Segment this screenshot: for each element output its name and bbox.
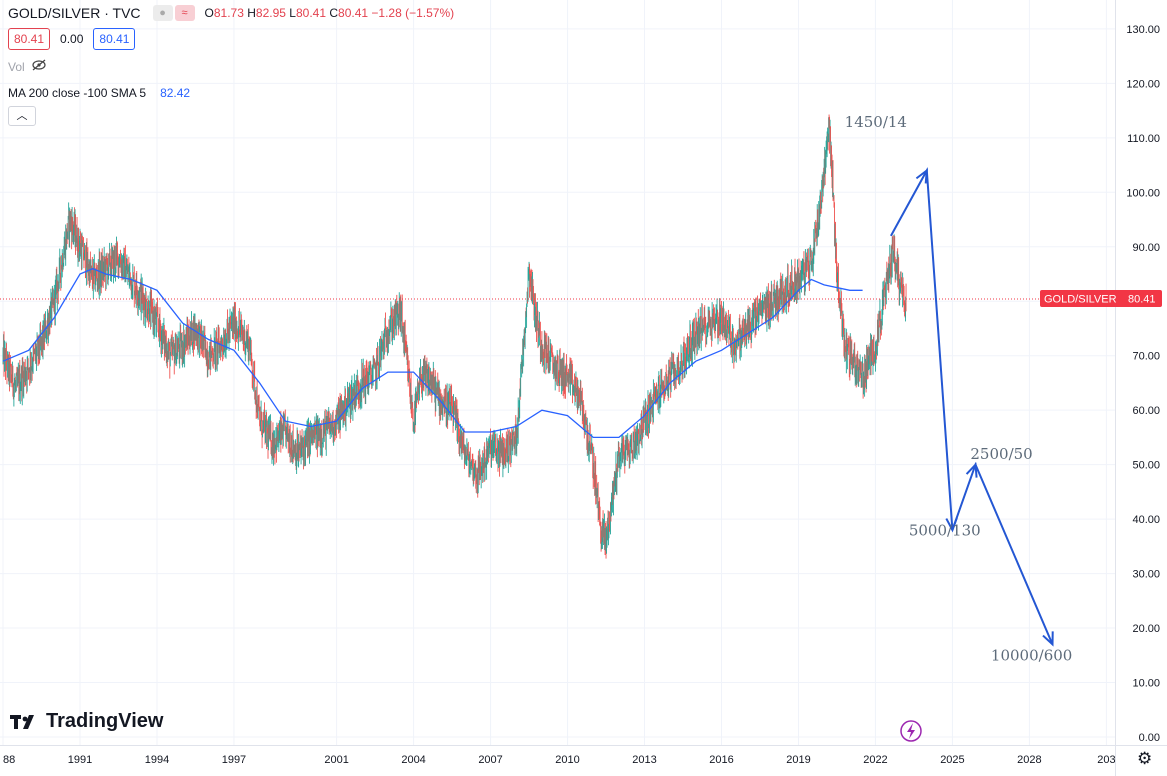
y-tick-label: 50.00 [1132,460,1160,472]
lightning-icon[interactable] [900,720,922,742]
x-tick-label: 1997 [222,754,246,766]
spread-value: 0.00 [60,32,84,46]
chart-grid [0,0,1115,745]
x-tick-label: 2016 [709,754,733,766]
x-tick-label: 1994 [145,754,169,766]
y-tick-label: 0.00 [1139,732,1160,744]
projection-arrows [890,167,1054,647]
x-tick-label: 2025 [940,754,964,766]
price-tag-bg [1040,290,1162,307]
x-tick-label: 2022 [863,754,887,766]
annotation-label: 1450/14 [845,113,907,131]
y-tick-label: 40.00 [1132,514,1160,526]
gear-icon[interactable]: ⚙ [1137,749,1153,768]
x-tick-label: 203 [1097,754,1115,766]
ma-line [2,267,863,439]
price-series [2,114,907,559]
x-tick-label: 2019 [786,754,810,766]
arrow-head [1042,631,1054,647]
y-tick-label: 130.00 [1126,24,1160,36]
annotations: 1450/14 2500/50 5000/130 10000/600 [845,113,1073,665]
moving-average-series [2,267,863,439]
x-tick-label: 2001 [324,754,348,766]
eye-off-icon[interactable] [31,58,47,76]
y-tick-label: 90.00 [1132,242,1160,254]
chevron-up-icon[interactable]: ︿ [8,106,36,126]
ma-label[interactable]: MA 200 close -100 SMA 5 [8,86,147,100]
x-tick-label: 2028 [1017,754,1041,766]
x-tick-label: 2013 [632,754,656,766]
chart-legend: GOLD/SILVER · TVC ● ≈ O81.73 H82.95 L80.… [8,4,454,126]
open-label: O [204,6,214,20]
low-label: L [289,6,296,20]
y-tick-label: 60.00 [1132,405,1160,417]
tradingview-logo[interactable]: TradingView [10,710,163,733]
price-tag-label: GOLD/SILVER [1044,294,1117,306]
ma-value: 82.42 [160,86,191,100]
y-tick-label: 30.00 [1132,569,1160,581]
price-tag-value: 80.41 [1128,294,1156,306]
price-tag: GOLD/SILVER 80.41 [1040,290,1162,307]
annotation-label: 5000/130 [909,521,981,539]
logo-text: TradingView [46,710,164,732]
x-tick-label: 1991 [68,754,92,766]
volume-label[interactable]: Vol [8,60,25,74]
high-value: 82.95 [255,6,286,20]
y-tick-label: 70.00 [1132,351,1160,363]
high-label: H [247,6,256,20]
close-value: 80.41 [338,6,369,20]
x-tick-label: 2004 [401,754,425,766]
change-value: −1.28 (−1.57%) [371,6,455,20]
open-value: 81.73 [213,6,244,20]
tradingview-logo-icon [10,714,34,729]
circle-icon[interactable]: ● [152,5,173,21]
annotation-label: 2500/50 [970,445,1032,463]
x-tick-label: 2010 [555,754,579,766]
close-label: C [329,6,339,20]
y-tick-label: 10.00 [1132,678,1160,690]
x-tick-label: 2007 [478,754,502,766]
ask-button[interactable]: 80.41 [93,28,136,50]
symbol-title[interactable]: GOLD/SILVER · TVC [8,5,141,21]
annotation-label: 10000/600 [991,647,1072,665]
arrow-head [965,462,978,478]
bid-button[interactable]: 80.41 [8,28,51,50]
y-tick-label: 100.00 [1126,187,1160,199]
y-tick-label: 120.00 [1126,78,1160,90]
arrow-head [945,517,958,533]
y-tick-label: 110.00 [1127,133,1160,145]
y-tick-label: 20.00 [1132,623,1160,635]
arrow-head [915,168,928,184]
low-value: 80.41 [295,6,326,20]
x-tick-label: 88 [3,754,15,766]
wave-icon[interactable]: ≈ [174,5,195,21]
